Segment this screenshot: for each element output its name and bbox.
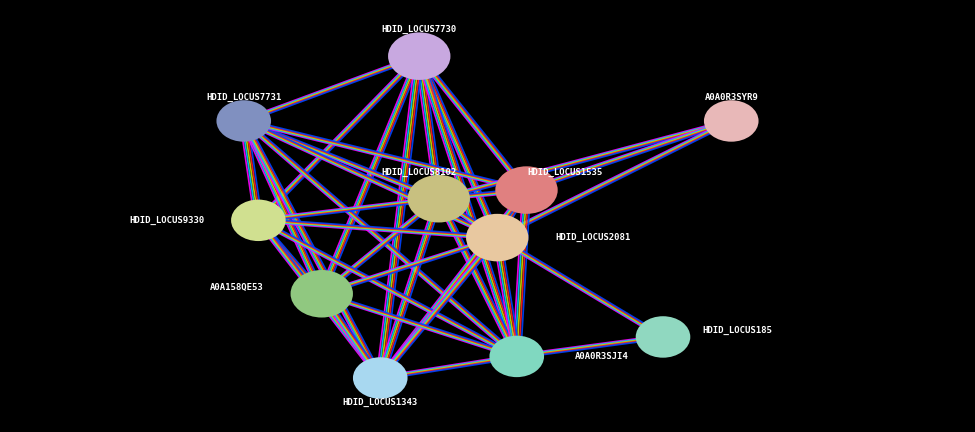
Ellipse shape <box>489 336 544 377</box>
Ellipse shape <box>291 270 353 318</box>
Text: A0A158QE53: A0A158QE53 <box>210 283 263 292</box>
Text: HDID_LOCUS9330: HDID_LOCUS9330 <box>130 216 205 225</box>
Text: HDID_LOCUS2081: HDID_LOCUS2081 <box>556 233 631 242</box>
Ellipse shape <box>408 175 470 222</box>
Ellipse shape <box>636 316 690 358</box>
Ellipse shape <box>466 214 528 261</box>
Ellipse shape <box>388 32 450 80</box>
Text: HDID_LOCUS185: HDID_LOCUS185 <box>702 326 772 335</box>
Text: HDID_LOCUS7731: HDID_LOCUS7731 <box>206 92 282 102</box>
Text: A0A0R3SYR9: A0A0R3SYR9 <box>704 93 759 102</box>
Text: HDID_LOCUS1343: HDID_LOCUS1343 <box>342 398 418 407</box>
Text: HDID_LOCUS1535: HDID_LOCUS1535 <box>527 168 604 178</box>
Text: HDID_LOCUS8102: HDID_LOCUS8102 <box>381 168 457 178</box>
Text: A0A0R3SJI4: A0A0R3SJI4 <box>575 352 629 361</box>
Text: HDID_LOCUS7730: HDID_LOCUS7730 <box>381 25 457 34</box>
Ellipse shape <box>231 200 286 241</box>
Ellipse shape <box>495 166 558 214</box>
Ellipse shape <box>216 100 271 142</box>
Ellipse shape <box>704 100 759 142</box>
Ellipse shape <box>353 357 408 399</box>
